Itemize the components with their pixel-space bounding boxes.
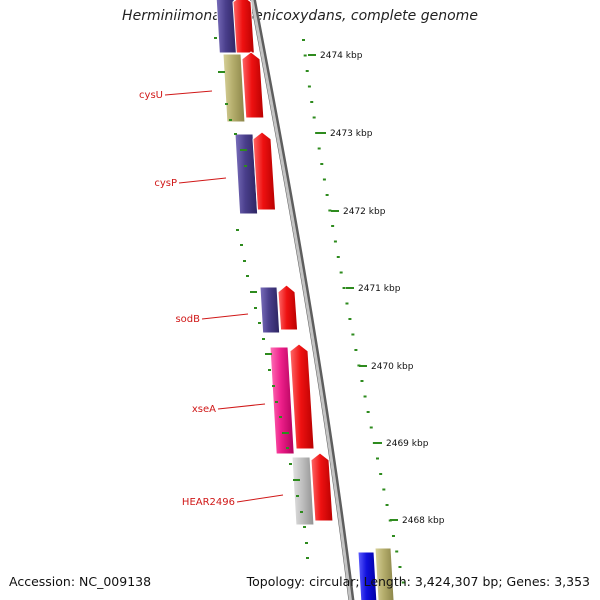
gene-red-sodB — [277, 284, 299, 331]
gene-label: sodB — [175, 314, 200, 325]
gene-label: cysP — [154, 178, 177, 189]
position-label: 2470 kbp — [371, 362, 414, 372]
position-label: 2471 kbp — [358, 284, 401, 294]
backbone-highlight — [250, 0, 352, 600]
genome-summary: Topology: circular; Length: 3,424,307 bp… — [246, 574, 590, 589]
gene-red-top — [232, 0, 255, 54]
gene-label: xseA — [192, 404, 216, 415]
gene-label-leader — [164, 90, 213, 96]
gene-xseA — [269, 346, 295, 455]
position-label: 2473 kbp — [330, 129, 373, 139]
gene-red-cysP — [252, 131, 277, 211]
gene-red-xseA — [289, 343, 315, 450]
gene-label-leader — [217, 403, 266, 410]
position-label: 2472 kbp — [343, 207, 386, 217]
gene-HEAR2496 — [291, 456, 315, 526]
gene-label-leader — [178, 177, 227, 184]
gene-cysU — [222, 53, 246, 123]
gene-label-leader — [201, 313, 249, 320]
gene-sodB — [259, 286, 281, 334]
position-label: 2474 kbp — [320, 51, 363, 61]
gene-label: cysU — [139, 90, 163, 101]
position-label: 2469 kbp — [386, 439, 429, 449]
accession-label: Accession: NC_009138 — [9, 574, 152, 589]
gene-red-cysU — [241, 51, 265, 119]
gene-label-leader — [236, 494, 284, 503]
gene-cysP — [234, 133, 259, 215]
gene-blue-bottom — [357, 551, 378, 600]
gene-olive-bottom — [374, 547, 395, 600]
map-title: Herminiimonas arsenicoxydans, complete g… — [122, 8, 478, 24]
gene-label: HEAR2496 — [182, 497, 235, 508]
gene-red-HEAR2496 — [310, 452, 334, 522]
position-label: 2468 kbp — [402, 516, 445, 526]
